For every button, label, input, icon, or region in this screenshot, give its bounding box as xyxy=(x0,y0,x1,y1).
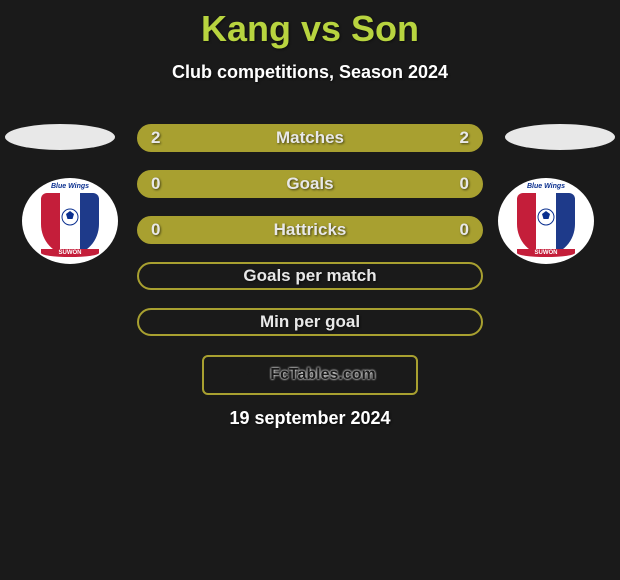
stat-row: Min per goal xyxy=(137,308,483,336)
watermark-text: FcTables.com xyxy=(270,366,376,384)
stat-right-value: 0 xyxy=(460,220,469,240)
ball-icon xyxy=(60,207,80,227)
stat-label: Hattricks xyxy=(139,220,481,240)
page-title: Kang vs Son xyxy=(0,0,620,50)
shield-top-text: Blue Wings xyxy=(41,183,99,190)
shield-icon: Blue Wings SUWON xyxy=(517,193,575,255)
shield-body: SUWON xyxy=(517,193,575,255)
club-logo-left: Blue Wings SUWON xyxy=(22,178,118,264)
shield-top-text: Blue Wings xyxy=(517,183,575,190)
stat-row: 0Goals0 xyxy=(137,170,483,198)
stat-left-value: 0 xyxy=(151,220,160,240)
ball-icon xyxy=(536,207,556,227)
subtitle: Club competitions, Season 2024 xyxy=(0,62,620,83)
shield-bottom-text: SUWON xyxy=(517,249,575,257)
flag-right xyxy=(505,124,615,150)
stat-right-value: 2 xyxy=(460,128,469,148)
stat-left-value: 0 xyxy=(151,174,160,194)
stat-row: 0Hattricks0 xyxy=(137,216,483,244)
shield-bottom-text: SUWON xyxy=(41,249,99,257)
shield-body: SUWON xyxy=(41,193,99,255)
stats-container: 2Matches20Goals00Hattricks0Goals per mat… xyxy=(137,124,483,354)
stat-left-value: 2 xyxy=(151,128,160,148)
stat-label: Goals per match xyxy=(139,266,481,286)
stat-row: Goals per match xyxy=(137,262,483,290)
stat-label: Min per goal xyxy=(139,312,481,332)
stat-label: Matches xyxy=(139,128,481,148)
stat-label: Goals xyxy=(139,174,481,194)
stat-row: 2Matches2 xyxy=(137,124,483,152)
watermark: FcTables.com xyxy=(202,355,418,395)
date-text: 19 september 2024 xyxy=(0,408,620,429)
stat-right-value: 0 xyxy=(460,174,469,194)
flag-left xyxy=(5,124,115,150)
club-logo-right: Blue Wings SUWON xyxy=(498,178,594,264)
chart-icon xyxy=(244,366,266,384)
shield-icon: Blue Wings SUWON xyxy=(41,193,99,255)
